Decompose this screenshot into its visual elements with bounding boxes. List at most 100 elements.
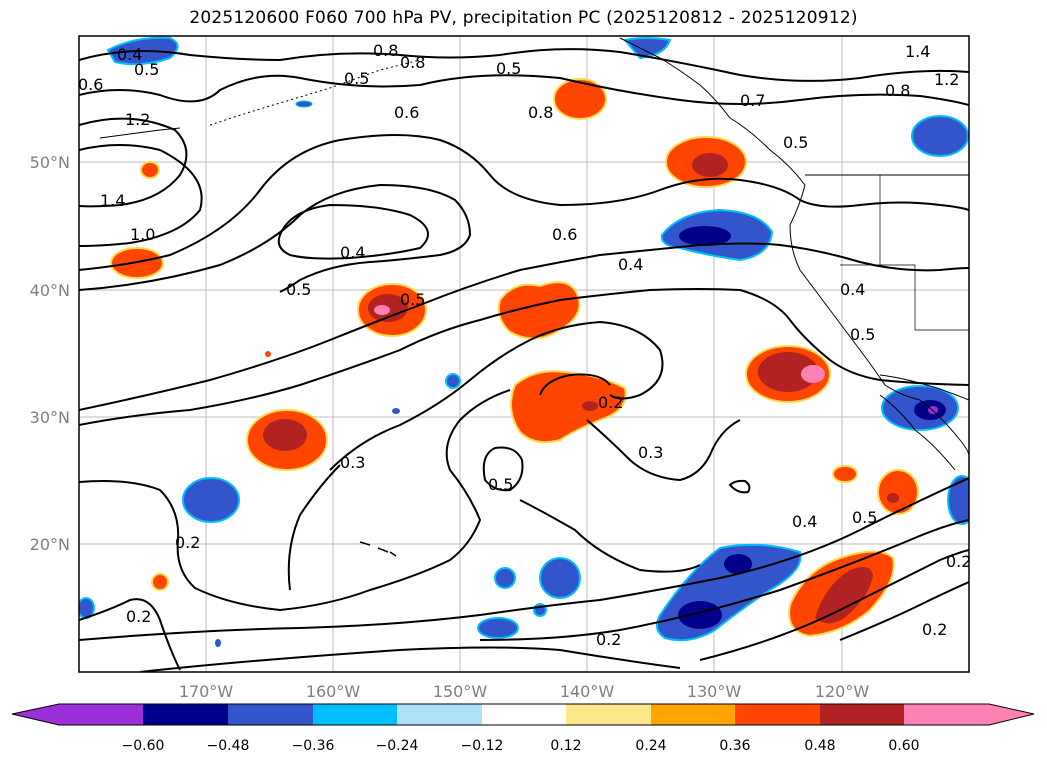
contour-label: 0.2 [126, 607, 151, 626]
colorbar-extend-above [989, 704, 1034, 725]
colorbar-bin [735, 704, 820, 725]
colorbar-tick: −0.24 [376, 738, 419, 754]
latitude-axis: 50°N 40°N 30°N 20°N [30, 153, 70, 554]
contour-line [79, 144, 203, 247]
precip-negative-se-band [655, 543, 802, 642]
contour-line [277, 203, 429, 260]
contour-line [586, 419, 741, 482]
contour-line [79, 74, 969, 106]
colorbar-bin [313, 704, 397, 725]
contour-label: 0.8 [528, 103, 553, 122]
contour-label: 0.5 [400, 290, 425, 309]
colorbar-extend-below [12, 704, 59, 725]
precip-negative-west [79, 373, 461, 647]
precip-positive-se-band [788, 550, 895, 638]
contour-label: 0.5 [134, 60, 159, 79]
contour-label: 0.2 [598, 393, 623, 412]
contour-line [539, 373, 611, 396]
colorbar-tick: 0.36 [719, 738, 750, 754]
contour-label: 0.5 [496, 59, 521, 78]
contour-labels: 0.4 0.5 0.8 0.8 0.5 0.5 1.4 1.2 0.6 1.2 … [78, 41, 971, 649]
colorbar: −0.60 −0.48 −0.36 −0.24 −0.12 0.12 0.24 … [11, 703, 1035, 754]
contour-label: 0.4 [618, 255, 643, 274]
coastline-baja [879, 394, 956, 471]
colorbar-bin [482, 704, 566, 725]
precip-positive-north [553, 78, 607, 120]
contour-line [79, 117, 188, 208]
contour-label: 0.8 [400, 53, 425, 72]
contour-line [329, 320, 664, 471]
colorbar-bin [59, 704, 143, 725]
precip-negative-south [477, 557, 581, 639]
contour-label: 0.6 [552, 225, 577, 244]
precip-positive-central [497, 281, 581, 340]
hawaiian-islands [359, 541, 397, 557]
longitude-axis: 170°W 160°W 150°W 140°W 130°W 120°W [179, 682, 870, 701]
contour-label: 0.4 [840, 280, 865, 299]
contour-line [79, 389, 511, 612]
colorbar-tick: 0.60 [888, 738, 919, 754]
contour-label: 0.5 [852, 508, 877, 527]
chart-title: 2025120600 F060 700 hPa PV, precipitatio… [189, 8, 858, 28]
contour-line [479, 519, 969, 641]
contour-label: 0.5 [344, 69, 369, 88]
contour-label: 0.8 [885, 81, 910, 100]
contour-label: 0.4 [117, 45, 142, 64]
contour-line [79, 288, 969, 426]
contour-label: 1.2 [934, 70, 959, 89]
contour-label: 0.3 [638, 443, 663, 462]
contour-label: 0.2 [922, 620, 947, 639]
colorbar-bin [566, 704, 651, 725]
lon-label-120w: 120°W [815, 682, 870, 701]
contour-line [79, 48, 969, 82]
state-borders [879, 175, 969, 331]
lat-label-20n: 20°N [30, 535, 70, 554]
contour-label: 0.5 [783, 133, 808, 152]
contour-line [79, 183, 472, 293]
lon-label-160w: 160°W [306, 682, 361, 701]
contour-line [79, 134, 969, 271]
colorbar-bin [228, 704, 313, 725]
colorbar-tick: −0.60 [122, 738, 165, 754]
contour-label: 0.4 [792, 512, 817, 531]
coastlines [99, 37, 969, 557]
colorbar-tick: −0.12 [461, 738, 504, 754]
precip-positive-south-central [510, 370, 627, 444]
pv-contours [79, 48, 969, 672]
colorbar-bin [143, 704, 228, 725]
contour-label: 0.5 [850, 325, 875, 344]
map-frame [78, 35, 970, 673]
contour-label: 0.8 [373, 41, 398, 60]
aleutian-islands [209, 59, 421, 126]
contour-label: 1.0 [130, 225, 155, 244]
contour-label: 0.2 [946, 552, 971, 571]
contour-line [139, 646, 681, 672]
contour-line [482, 446, 524, 492]
colorbar-outline [11, 703, 1035, 726]
contour-label: 0.5 [488, 475, 513, 494]
map-background [79, 36, 969, 672]
colorbar-bin [651, 704, 735, 725]
contour-line [79, 477, 969, 641]
colorbar-bin [397, 704, 482, 725]
colorbar-tick: 0.12 [550, 738, 581, 754]
contour-label: 0.6 [394, 103, 419, 122]
precip-positive-east [745, 345, 919, 515]
lon-label-170w: 170°W [179, 682, 234, 701]
contour-label: 1.4 [905, 42, 930, 61]
colorbar-tick: −0.36 [292, 738, 335, 754]
contour-label: 0.3 [340, 453, 365, 472]
lat-label-40n: 40°N [30, 281, 70, 300]
contour-label: 1.2 [125, 110, 150, 129]
colorbar-bin [904, 704, 989, 725]
precip-positive-ne-pacific [665, 136, 747, 188]
contour-line [79, 242, 969, 411]
precip-negative-ne [660, 208, 774, 262]
contour-label: 0.5 [286, 280, 311, 299]
lon-label-150w: 150°W [433, 682, 488, 701]
contour-label: 0.6 [78, 75, 103, 94]
contour-line [839, 581, 969, 641]
contour-line [519, 499, 701, 573]
contour-label: 0.2 [596, 630, 621, 649]
